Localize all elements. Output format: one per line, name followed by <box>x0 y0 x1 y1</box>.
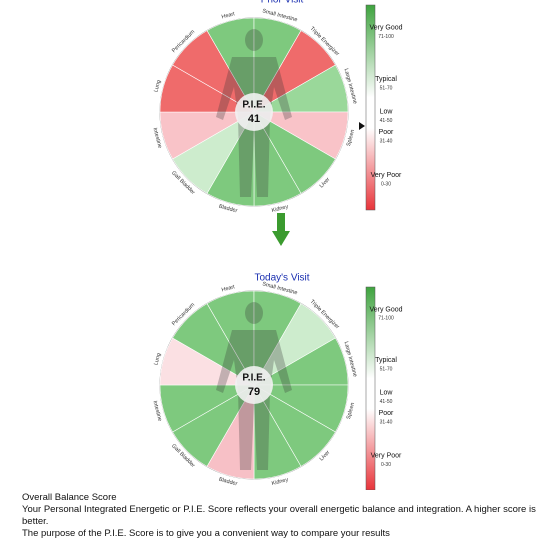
center-disc <box>235 93 273 131</box>
scale-range: 41-50 <box>380 118 393 124</box>
scale-range: 0-30 <box>381 182 391 188</box>
chart-title: Today's Visit <box>254 273 309 284</box>
scale-label: Very Poor <box>371 452 402 459</box>
scale-range: 51-70 <box>380 85 393 91</box>
head <box>245 29 263 51</box>
scale-label: Very Good <box>369 25 402 32</box>
segment-label: Spleen <box>346 129 356 147</box>
scale-label: Very Good <box>369 306 402 313</box>
scale-range: 31-40 <box>380 139 393 145</box>
scale-label: Typical <box>375 76 397 83</box>
scale-label: Low <box>380 389 394 396</box>
scale-bar <box>365 4 376 211</box>
segment <box>172 303 255 386</box>
segment-label: Lung <box>153 80 162 93</box>
score: 41 <box>248 113 260 125</box>
footer-text: Your Personal Integrated Energetic or P.… <box>22 504 536 527</box>
scale-label: Poor <box>379 129 394 136</box>
scale-label: Typical <box>375 357 397 364</box>
segment-label: Bladder <box>218 204 238 215</box>
scale-label: Very Poor <box>371 172 402 179</box>
segment-label: Kidney <box>271 477 289 487</box>
chart-title: Prior Visit <box>261 0 304 6</box>
score-pointer <box>359 121 365 130</box>
center-label: P.I.E. <box>242 100 265 111</box>
segment-label: Heart <box>221 11 236 20</box>
scale-range: 0-30 <box>381 462 391 468</box>
footer: Overall Balance Score Your Personal Inte… <box>22 492 537 540</box>
segment-label: Spleen <box>346 402 356 420</box>
scale-bar <box>365 286 376 490</box>
center-disc <box>235 366 273 404</box>
footer-text: The purpose of the P.I.E. Score is to gi… <box>22 528 390 539</box>
segment <box>172 30 255 113</box>
segment-label: Lung <box>153 353 162 366</box>
scale-range: 31-40 <box>380 419 393 425</box>
scale-range: 51-70 <box>380 366 393 372</box>
footer-heading: Overall Balance Score <box>22 492 117 503</box>
segment-label: Intestine <box>151 400 162 422</box>
segment-label: Bladder <box>218 477 238 488</box>
center-label: P.I.E. <box>242 373 265 384</box>
segment-label: Heart <box>221 284 236 293</box>
scale-label: Poor <box>379 410 394 417</box>
scale-range: 41-50 <box>380 399 393 405</box>
score: 79 <box>248 386 260 398</box>
scale-range: 71-100 <box>378 316 394 322</box>
down-arrow <box>272 213 290 246</box>
scale-range: 71-100 <box>378 34 394 40</box>
segment-label: Kidney <box>271 204 289 214</box>
segment-label: Intestine <box>151 127 162 149</box>
head <box>245 302 263 324</box>
scale-label: Low <box>380 109 394 116</box>
